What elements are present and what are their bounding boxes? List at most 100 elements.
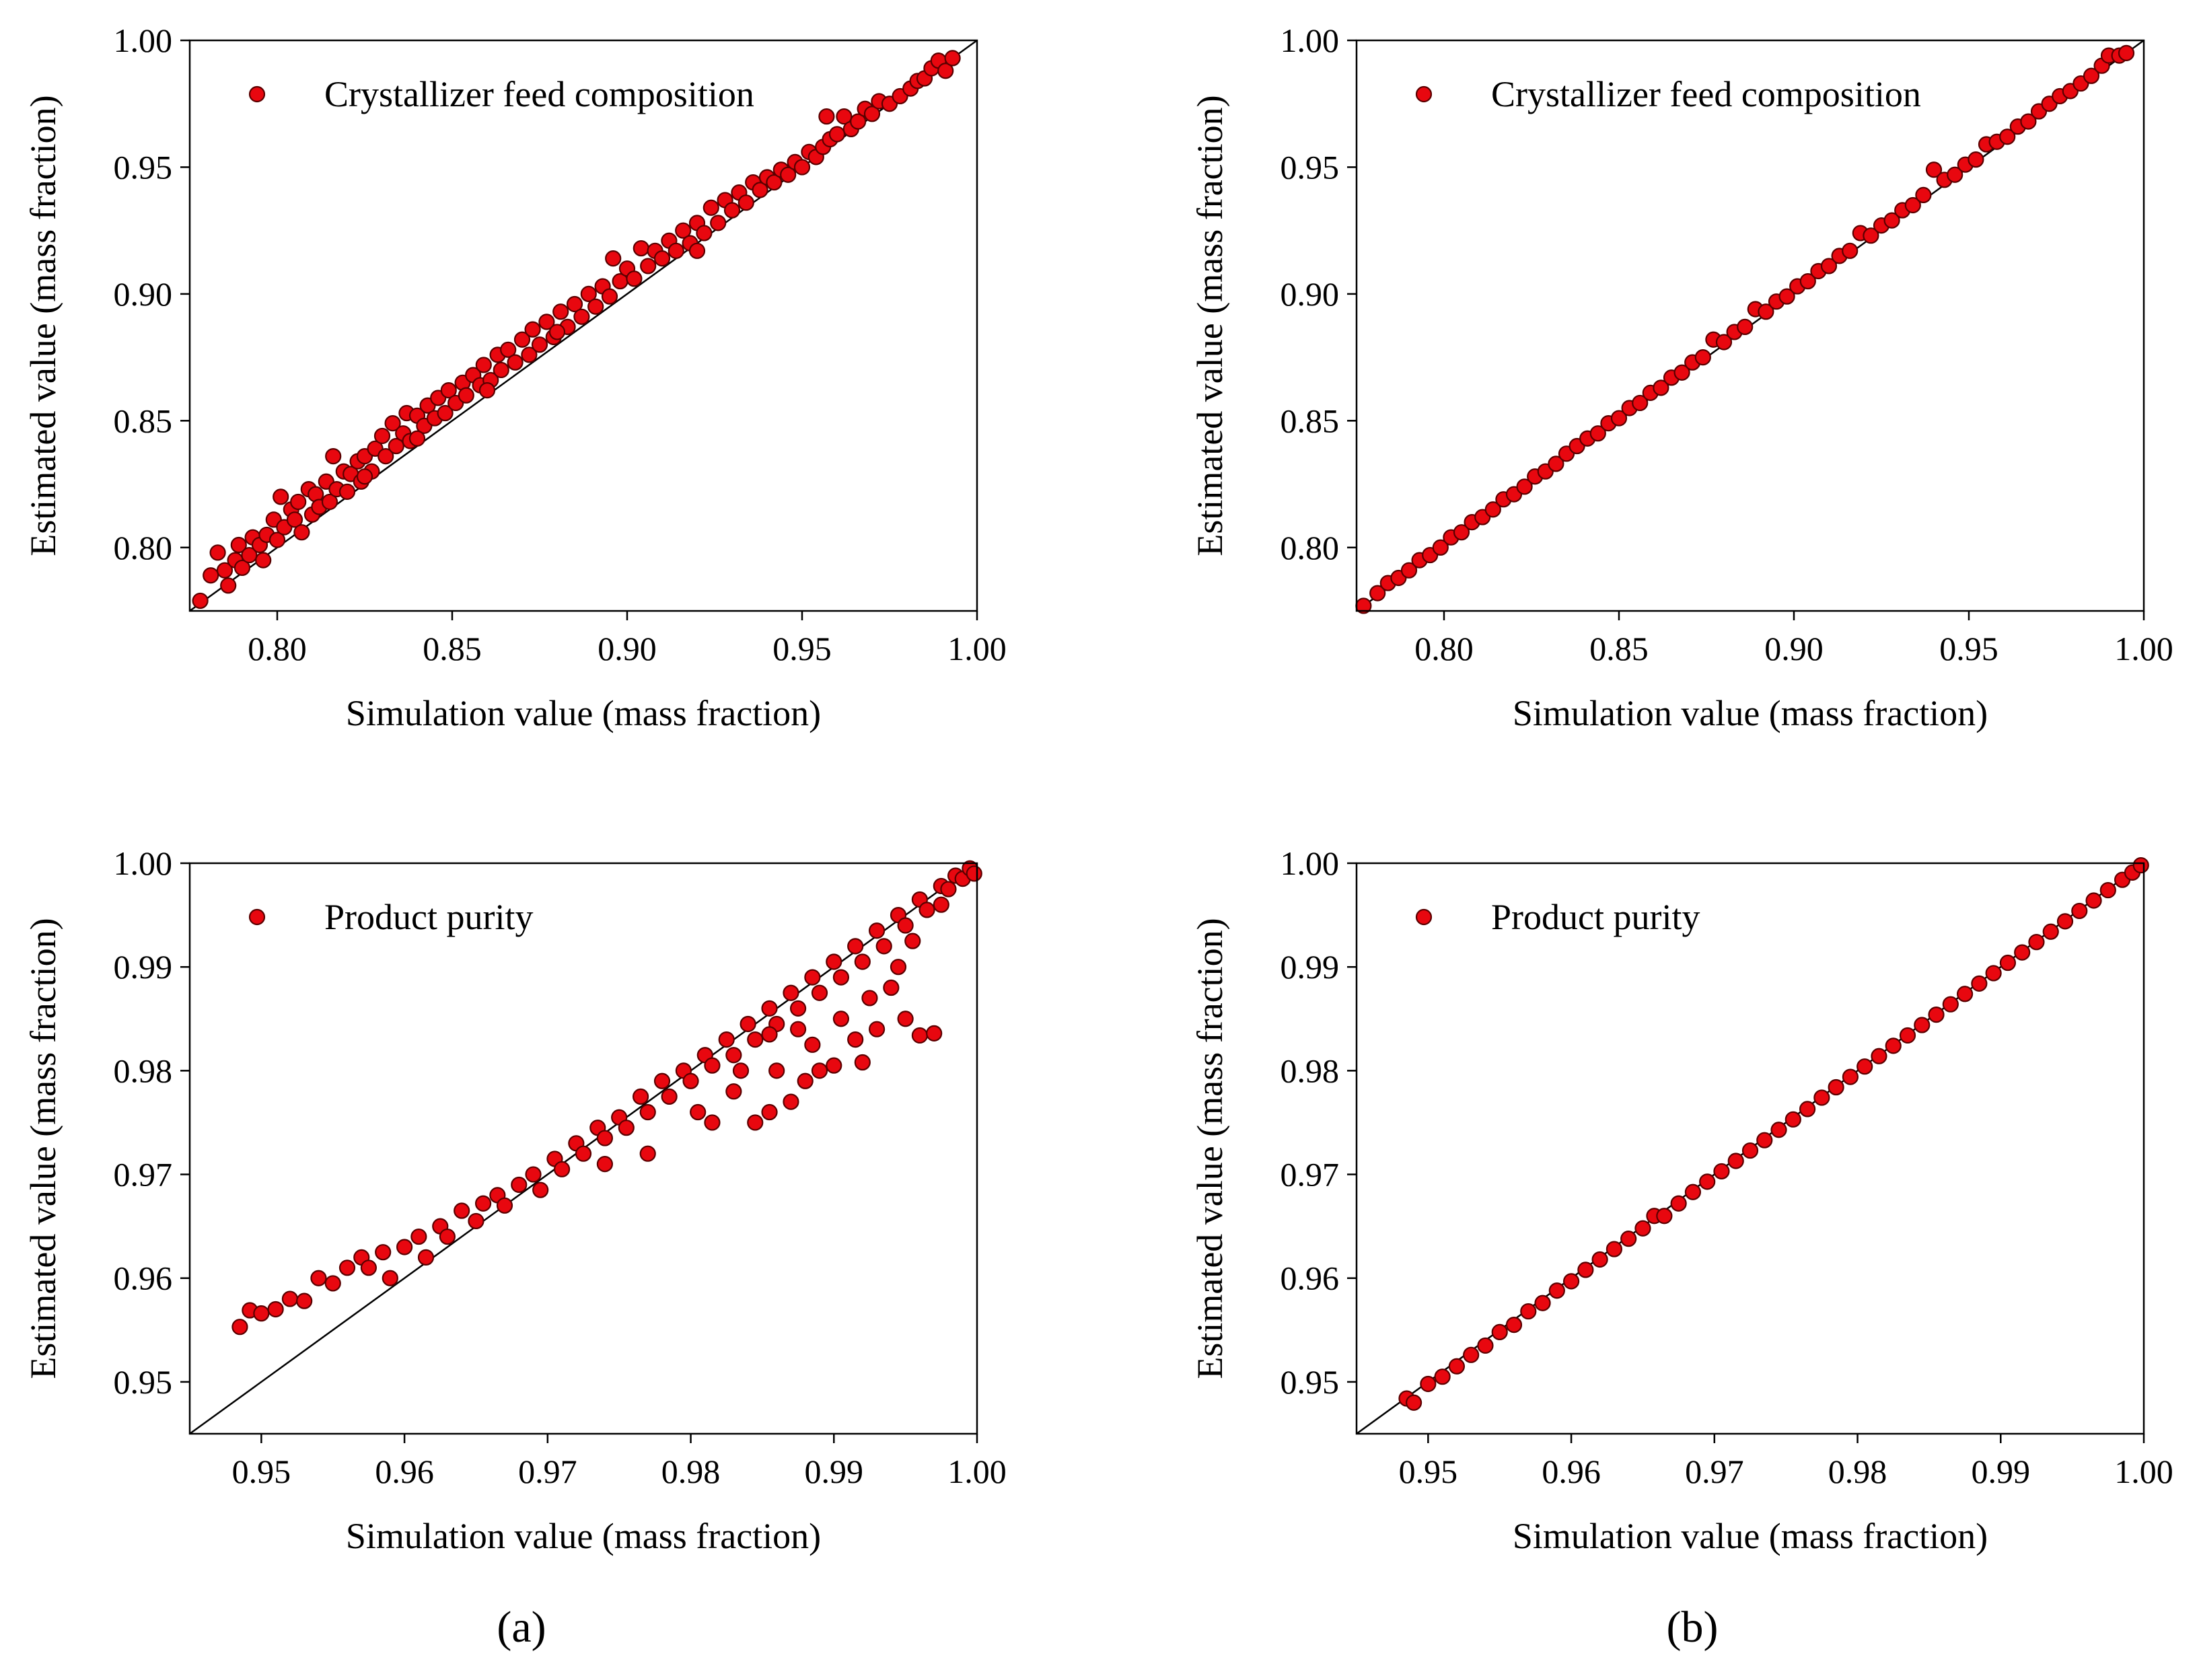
data-point [2132, 856, 2149, 874]
data-point [1813, 1089, 1830, 1106]
x-tick-label: 0.95 [232, 1453, 291, 1490]
data-point [1842, 242, 1859, 259]
data-point [478, 382, 496, 399]
data-point [1400, 562, 1418, 579]
chart-a-top: 0.80 0.85 0.90 0.95 1.00 0.80 0.85 0.90 0.95 1.00… [23, 22, 1007, 733]
data-point [203, 567, 219, 584]
data-point [682, 1072, 699, 1089]
data-point [1842, 1068, 1859, 1085]
data-point [1684, 1183, 1702, 1200]
x-tick-label: 1.00 [2114, 630, 2173, 667]
data-point [1634, 1220, 1651, 1237]
data-point [360, 1259, 377, 1276]
data-point [2020, 113, 2037, 130]
data-point [553, 1161, 571, 1177]
data-point [500, 341, 517, 358]
data-point [507, 354, 524, 371]
data-point [1606, 1241, 1623, 1257]
x-tick-label: 0.90 [598, 630, 657, 667]
data-point [2028, 934, 2045, 951]
data-point [797, 1072, 814, 1089]
data-point [1448, 1358, 1466, 1375]
data-point [828, 126, 846, 143]
y-tick-label: 0.97 [114, 1156, 173, 1194]
legend-marker [1415, 908, 1433, 926]
data-point [2085, 892, 2102, 909]
data-point [1656, 1208, 1673, 1225]
data-point [937, 63, 954, 79]
x-tick-label: 0.80 [1414, 630, 1474, 667]
data-point [633, 240, 649, 257]
data-point [290, 493, 307, 511]
y-tick-label: 0.99 [114, 948, 173, 986]
data-point [702, 199, 719, 216]
data-point [241, 546, 258, 564]
data-point [2099, 881, 2116, 899]
data-point [653, 1072, 671, 1089]
data-point [382, 1270, 398, 1286]
legend-label: Crystallizer feed composition [1491, 74, 1921, 114]
data-point [268, 532, 286, 548]
data-point [826, 1057, 842, 1074]
x-tick-label: 0.98 [661, 1453, 721, 1490]
data-point [255, 552, 272, 569]
data-point [826, 953, 842, 970]
data-point [496, 1197, 513, 1214]
data-point [710, 215, 727, 231]
data-point [1453, 524, 1470, 541]
x-tick-label: 0.95 [1399, 1453, 1458, 1490]
data-point [832, 1011, 850, 1027]
data-point [373, 427, 391, 445]
y-tick-label: 0.85 [114, 402, 173, 439]
x-tick-label: 1.00 [947, 1453, 1007, 1490]
data-point [521, 346, 538, 363]
data-point [1785, 1111, 1801, 1128]
plot-frame [188, 862, 978, 1435]
data-point [532, 1181, 549, 1198]
x-axis-label: Simulation value (mass fraction) [346, 1516, 821, 1556]
data-point [639, 1145, 656, 1162]
data-point [524, 321, 541, 338]
data-point [868, 922, 886, 939]
legend-label: Crystallizer feed composition [324, 74, 754, 114]
data-point [273, 488, 289, 505]
data-point [1885, 1037, 1902, 1054]
data-point [911, 1027, 929, 1044]
data-point [944, 50, 961, 67]
data-point [847, 938, 864, 955]
y-tick-label: 0.80 [1281, 529, 1340, 567]
data-point [384, 415, 401, 432]
reference-line [189, 39, 978, 612]
x-axis-label: Simulation value (mass fraction) [346, 693, 821, 733]
data-point [926, 1025, 943, 1042]
data-point [718, 1031, 735, 1048]
data-point [1620, 1231, 1637, 1247]
legend-marker [248, 85, 266, 103]
data-point [1756, 1132, 1773, 1148]
data-point [1463, 1346, 1480, 1363]
data-point [2071, 902, 2088, 920]
x-axis-label: Simulation value (mass fraction) [1513, 1516, 1988, 1556]
data-point [2056, 913, 2074, 930]
data-point [847, 1031, 864, 1048]
x-tick-label: 0.80 [248, 630, 307, 667]
data-point [793, 159, 811, 176]
legend-marker [248, 908, 266, 926]
data-point [321, 493, 338, 511]
data-point [761, 1103, 778, 1121]
data-point [1577, 1262, 1594, 1278]
data-point [233, 559, 251, 577]
data-point [439, 1228, 456, 1245]
data-point [1589, 425, 1606, 442]
data-point [1420, 1375, 1437, 1393]
data-point [640, 258, 657, 275]
y-tick-label: 0.99 [1281, 948, 1340, 986]
data-point [596, 1130, 614, 1146]
data-point [525, 1166, 542, 1183]
data-point [1999, 129, 2016, 145]
data-point [1713, 1163, 1730, 1180]
data-point [1778, 288, 1795, 305]
data-point [310, 1270, 327, 1286]
y-tick-label: 0.96 [114, 1259, 173, 1297]
data-point [1904, 196, 1921, 214]
